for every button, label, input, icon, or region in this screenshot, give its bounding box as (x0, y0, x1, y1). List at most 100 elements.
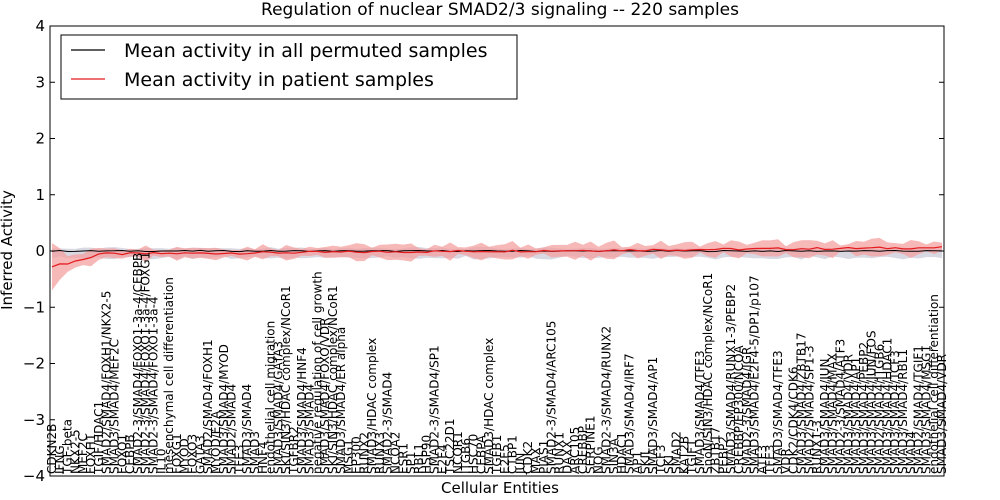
legend-label-permuted: Mean activity in all permuted samples (124, 40, 487, 62)
x-tick-label: SMAD2/SMAD4/FOXH1 (201, 339, 215, 474)
x-tick-label: SKI/SIN3/HDAC complex/NCoR1 (326, 285, 340, 474)
x-tick-label: SMAD3/SMAD4/MSG1 (919, 345, 933, 474)
x-tick-label: MSG1 (342, 439, 356, 474)
x-tick-label: SMAD3/HDAC complex (482, 338, 496, 474)
y-tick-label: 2 (35, 130, 45, 148)
x-tick-label: RUNX1-3 (810, 420, 824, 474)
x-tick-label: SMAD3/SMAD4/MEF2C (108, 339, 122, 474)
x-tick-label: SMAD2/SMAD4/FOXH1/NKX2-5 (100, 291, 114, 474)
x-tick-label: TFE3 (232, 445, 246, 475)
x-tick-label: HNF4 (256, 441, 270, 474)
x-tick-label: SMAD3/SMAD4/ZBTB17 (795, 333, 809, 474)
x-tick-label: TGIF1 (685, 439, 699, 475)
x-tick-label: SMAD3/SMAD4 (240, 384, 254, 474)
x-tick-label: SMAD3/SMAD4 (303, 384, 317, 474)
x-tick-label: SMAD3/SMAD4/JUN (818, 359, 832, 475)
x-tick-label: SKI/SIN3/HDAC complex/NCoR1 (279, 285, 293, 474)
x-tick-label: CTBP1 (506, 435, 520, 474)
x-tick-label: SMAD3/SMAD4/AP1 (849, 357, 863, 474)
x-tick-label: KAT2B (677, 436, 691, 474)
x-tick-label: CREBBP/EP300/NCOA (732, 345, 746, 474)
x-tick-label: SIN3A (607, 437, 621, 474)
x-tick-label: NKX2-5 (68, 429, 82, 474)
x-tick-label: SMAD2/SMAD4/SP1-3 (802, 345, 816, 474)
x-tick-label: negative regulation of cell growth (310, 271, 324, 474)
x-tick-label: SMAD2/SMAD4/ITGB6 (873, 344, 887, 474)
y-tick-label: 4 (35, 17, 45, 35)
x-tick-label: SMAD2-3/SMAD4/ARC105 (545, 321, 559, 474)
x-axis-label: Cellular Entities (441, 479, 559, 497)
x-tick-label: SMAD3/SMAD4/RBL1 (896, 349, 910, 474)
y-tick-label: 1 (35, 186, 45, 204)
x-tick-label: SMAD2-3/SMAD4/FOXO1-3a-4/FOXG1 (139, 252, 153, 474)
x-tick-label: RBL1 (412, 443, 426, 474)
series-line-permuted (51, 249, 943, 253)
y-axis-label: Inferred Activity (0, 190, 16, 310)
x-tick-label: CEBPA (474, 434, 488, 474)
x-tick-label: ARC105 (568, 427, 582, 474)
x-tick-label: SnoN/SIN3/HDAC complex/NCoR1 (701, 273, 715, 474)
x-tick-label: GATA3 (193, 435, 207, 474)
x-tick-label: NCOR1 (451, 431, 465, 474)
x-tick-label: TSC22D1 (443, 419, 457, 475)
x-tick-label: SMAD2/SMAD4/TGIF1 (912, 345, 926, 474)
x-tick-label: SMAD3/SMAD4/HDAC1 (880, 338, 894, 474)
x-tick-label: SMAD3/SMAD4/HNF4 (295, 347, 309, 474)
x-tick-label: SMAD3/SMAD4/MYOD (217, 344, 231, 474)
x-tick-label: PIAS1 (537, 440, 551, 474)
y-tick-label: 3 (35, 73, 45, 91)
x-tick-label: ITGB6 (459, 438, 473, 474)
x-tick-label: E2F4 (435, 444, 449, 474)
x-tick-label: SMAD3/SMAD4/TFE3 (771, 350, 785, 474)
x-tick-label: SMAD3/SMAD4/TFE3 (693, 350, 707, 474)
y-tick-label: 0 (35, 242, 45, 260)
x-tick-label: ATF3 (755, 445, 769, 474)
x-tick-label: PEBP2 (716, 436, 730, 474)
chart-title: Regulation of nuclear SMAD2/3 signaling … (261, 0, 739, 20)
x-tick-label: SMAD3/SMAD4/TCF3 (888, 350, 902, 474)
x-tick-label: SMAD3/SMAD4/E2F4-5/DP1/p107 (748, 275, 762, 474)
x-tick-label: VDR (779, 448, 793, 474)
x-tick-label: mesenchymal cell differentiation (162, 277, 176, 474)
series-line-patient (51, 246, 943, 268)
x-tick-label: SMAD3/SMAD4/PEBP2 (857, 342, 871, 474)
x-tick-label: SMAD3/SMAD4/VDR (935, 354, 949, 474)
x-tick-label: TGFBR2 (287, 426, 301, 475)
x-tick-label: SMAD3/SMAD4/VDR (841, 354, 855, 474)
series-lines (51, 246, 943, 268)
x-tick-label: FOXO1 (115, 434, 129, 474)
x-tick-label: CDKN2B (45, 424, 59, 474)
x-tick-label: HSP90 (420, 435, 434, 474)
x-tick-label: IFNG (53, 445, 67, 474)
x-tick-label: TFE3 (763, 445, 777, 475)
legend: Mean activity in all permuted samples Me… (60, 34, 518, 100)
x-tick-label: MAX (529, 447, 543, 474)
x-tick-label: SMAD2-3/SMAD4/SP1 (428, 345, 442, 474)
x-tick-label: FOXG1 (170, 433, 184, 474)
x-tick-label: RUNX1 (553, 432, 567, 474)
x-tick-label: SMAD2-3/SMAD4 (381, 372, 395, 474)
x-tick-label: DAXX (560, 440, 574, 474)
x-tick-label: AP1 (631, 451, 645, 474)
x-tick-label: EP300 (350, 436, 364, 474)
y-axis-ticks: −4 −3 −2 −1 0 1 2 3 4 (23, 17, 944, 485)
x-tick-label: SMAD4 (904, 431, 918, 474)
x-tick-label: SMAD3/SMAD4/GATA3 (271, 341, 285, 474)
x-tick-label: SMAD2 (670, 431, 684, 474)
x-tick-label: endothelial cell migration (264, 321, 278, 474)
x-tick-label: TCF3 (654, 444, 668, 475)
x-tick-label: SMAD3/SMAD4/JUN/FOS (865, 330, 879, 474)
plot-area: CDKN2BIFNGTGF-betaNKX2-5MEF2CFOXH1TGIF/H… (45, 25, 949, 477)
x-tick-label: JUN (513, 453, 527, 475)
x-tick-label: SMAD2-3/SMAD4/ATF3 (834, 339, 848, 474)
x-tick-label: NOG (592, 446, 606, 474)
x-tick-label: NCOA2 (389, 432, 403, 474)
x-tick-label: SMAD2-3/SMAD4/IGR (740, 347, 754, 474)
x-tick-label: SMAD3 (248, 431, 262, 474)
x-tick-label: CDK2/CDK4/CDK6 (787, 367, 801, 474)
x-tick-label: endothelial cell differentiation (927, 294, 941, 474)
x-tick-label: SMAD3/SMAD4/MAX (826, 353, 840, 474)
x-tick-label: ESR1 (396, 443, 410, 474)
x-tick-label: SP1 (404, 452, 418, 475)
